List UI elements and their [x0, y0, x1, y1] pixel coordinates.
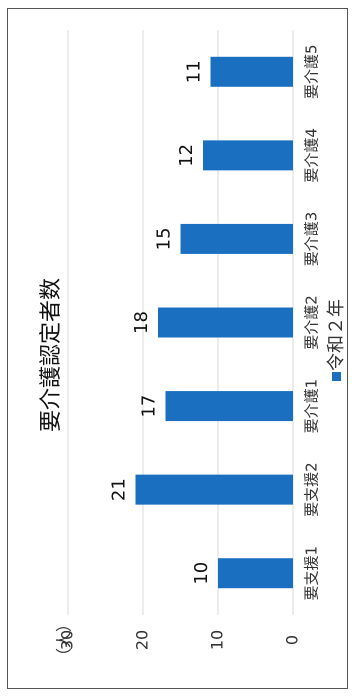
bar: [203, 140, 293, 170]
value-tick-label: 10: [208, 630, 227, 650]
legend-swatch: [332, 372, 341, 381]
data-label: 12: [176, 144, 197, 167]
data-label: 10: [191, 562, 212, 585]
bar: [211, 57, 294, 87]
category-label: 要介護1: [303, 379, 321, 434]
data-label: 18: [131, 311, 152, 334]
data-label: 11: [184, 60, 205, 83]
value-tick-label: 0: [283, 635, 302, 645]
bar: [166, 391, 294, 421]
value-tick-label: 20: [133, 630, 152, 650]
legend-label: 令和２年: [326, 299, 347, 371]
chart-title: 要介護認定者数: [39, 278, 64, 432]
category-label: 要介護3: [303, 212, 321, 267]
legend: 令和２年: [326, 299, 347, 381]
category-label: 要介護2: [303, 295, 321, 350]
category-label: 要支援2: [303, 462, 321, 517]
bar: [158, 308, 293, 338]
unit-label: （人）: [55, 616, 74, 664]
bar: [136, 475, 294, 505]
bar: [218, 558, 293, 588]
bar: [181, 224, 294, 254]
bars: [136, 57, 294, 588]
category-label: 要介護4: [303, 128, 321, 183]
data-label: 21: [109, 478, 130, 501]
category-label: 要支援1: [303, 546, 321, 601]
data-label: 17: [139, 395, 160, 418]
category-labels: 要支援1 要支援2 要介護1 要介護2 要介護3 要介護4 要介護5: [303, 45, 321, 601]
data-label: 15: [154, 227, 175, 250]
category-label: 要介護5: [303, 45, 321, 100]
